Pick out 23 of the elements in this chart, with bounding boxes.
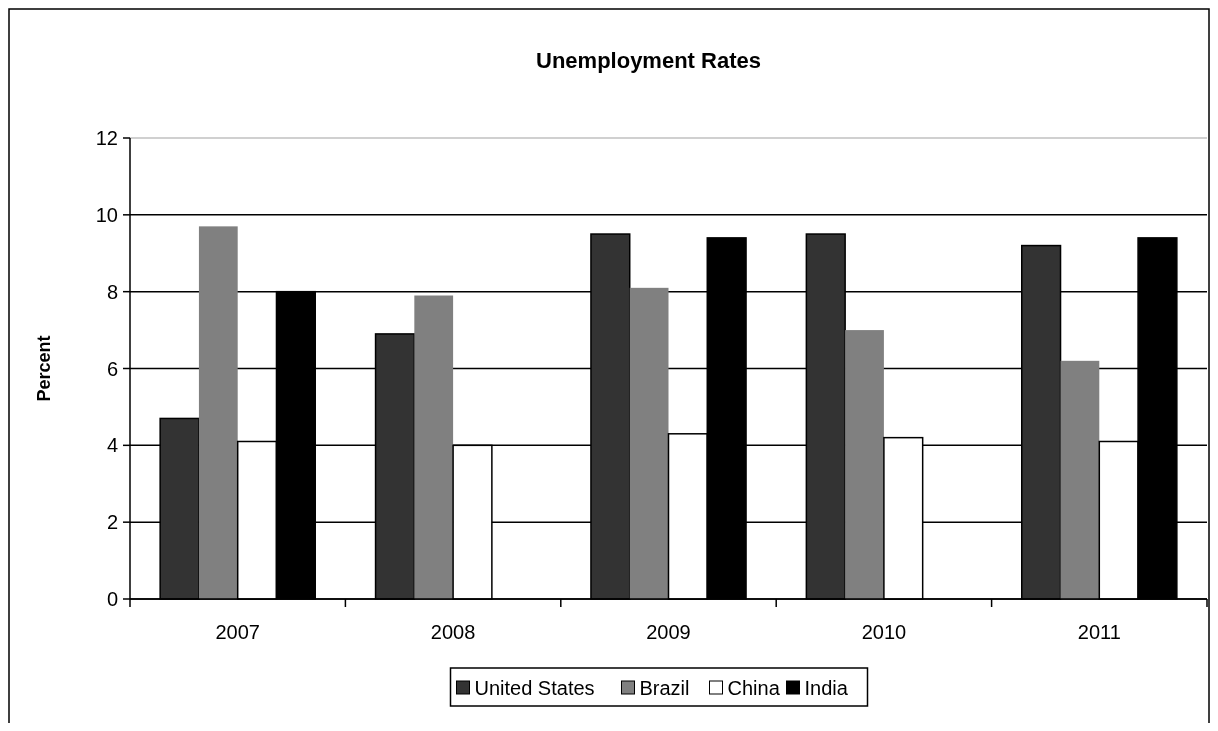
y-tick-label: 2 [106, 511, 118, 534]
bar [629, 287, 669, 599]
bar [1060, 360, 1100, 599]
x-tick-label: 2008 [430, 621, 476, 643]
x-tick-label: 2011 [1077, 621, 1121, 643]
legend-label: India [804, 677, 849, 699]
bar [845, 330, 884, 599]
chart-title: Unemployment Rates [536, 48, 761, 73]
x-tick-label: 2009 [646, 621, 691, 643]
legend-label: United States [474, 677, 595, 699]
y-tick-label: 6 [106, 357, 118, 380]
y-tick-label: 4 [106, 434, 118, 457]
x-tick-label: 2007 [215, 621, 260, 643]
y-tick-label: 12 [95, 127, 118, 149]
legend-label: China [727, 677, 781, 699]
y-tick-label: 8 [106, 280, 118, 303]
y-tick-label: 0 [106, 588, 118, 610]
x-tick-label: 2010 [861, 621, 907, 643]
y-axis-title: Percent [34, 335, 54, 402]
bar [198, 226, 238, 599]
bar [414, 295, 454, 599]
y-tick-label: 10 [95, 203, 118, 226]
legend-label: Brazil [639, 677, 690, 699]
